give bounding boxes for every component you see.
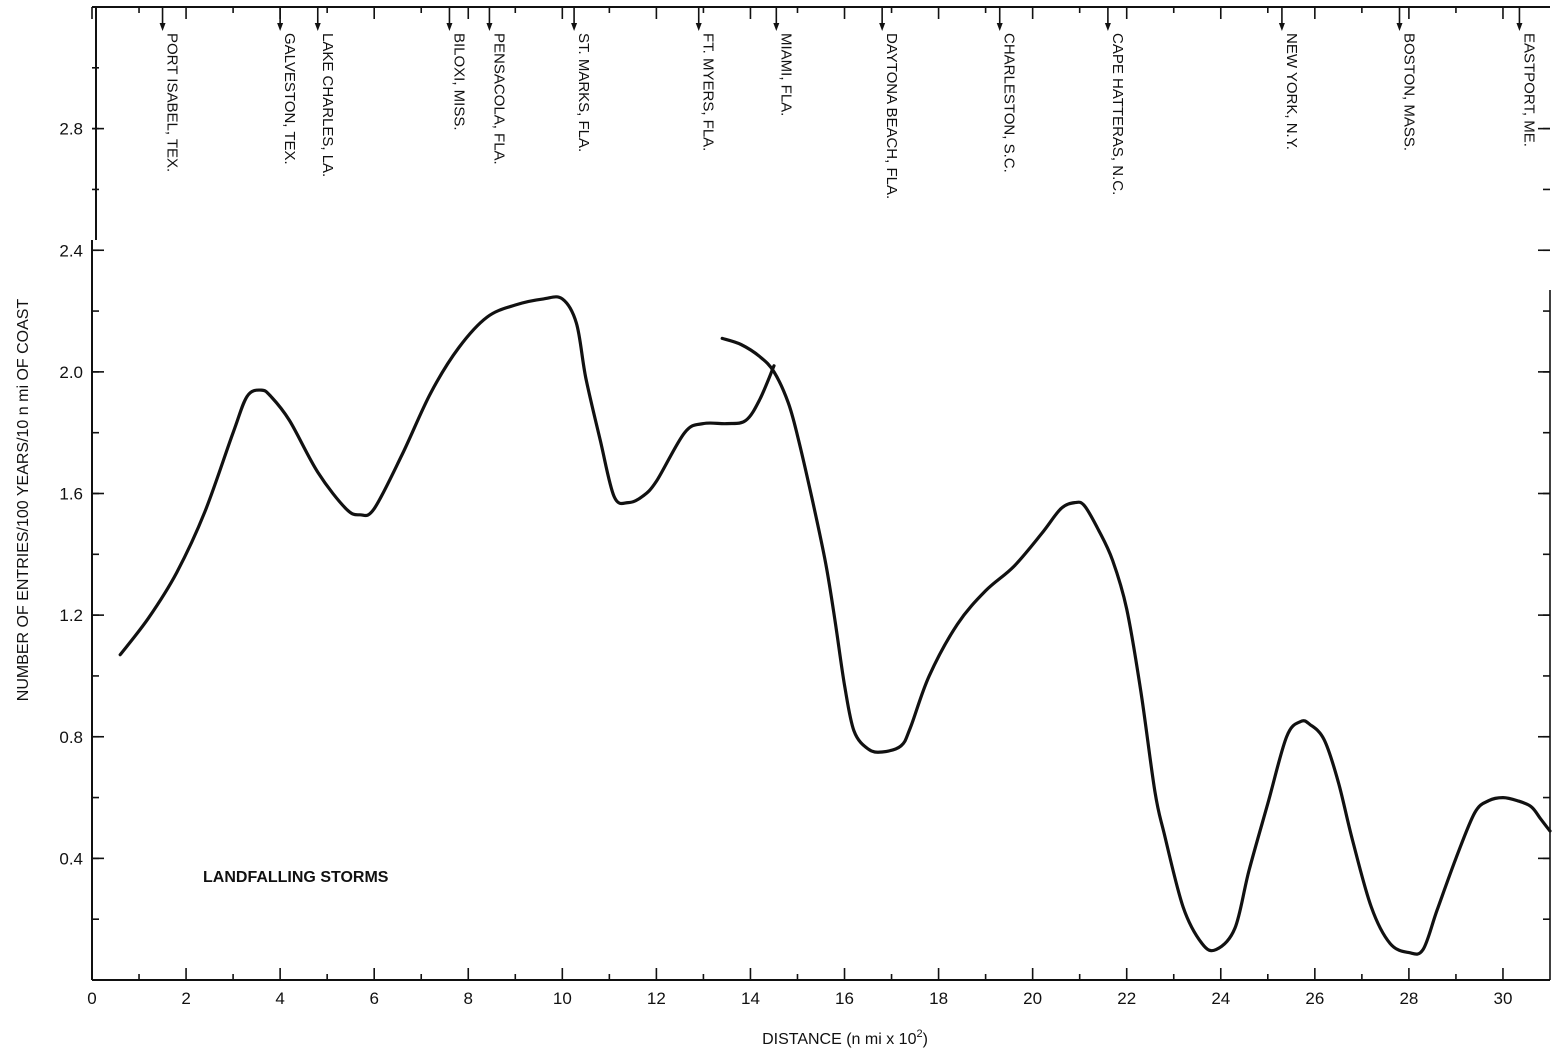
location-arrow-icon [159,23,166,31]
x-tick-label: 30 [1494,989,1513,1008]
x-tick-label: 20 [1023,989,1042,1008]
location-label: CHARLESTON, S.C. [1001,33,1018,173]
location-arrow-icon [277,23,284,31]
y-axis-label: NUMBER OF ENTRIES/100 YEARS/10 n mi OF C… [15,299,32,702]
chart-frame [91,6,1551,981]
location-arrow-icon [571,23,578,31]
x-tick-label: 16 [835,989,854,1008]
location-label: PENSACOLA, FLA. [490,33,507,165]
x-tick-label: 18 [929,989,948,1008]
x-tick-label: 24 [1211,989,1230,1008]
y-tick-label: 0.4 [59,849,83,868]
y-tick-label: 2.4 [59,241,83,260]
y-tick-label: 1.2 [59,606,83,625]
location-label: FT. MYERS, FLA. [700,33,717,151]
location-arrow-icon [486,23,493,31]
location-markers: PORT ISABEL, TEX. GALVESTON, TEX. LAKE CHA… [159,7,1537,199]
x-tick-label: 28 [1399,989,1418,1008]
location-arrow-icon [314,23,321,31]
landfalling-storms-annotation: LANDFALLING STORMS [203,869,389,886]
x-tick-label: 6 [369,989,378,1008]
x-tick-label: 8 [464,989,473,1008]
location-label: CAPE HATTERAS, N.C. [1109,33,1126,195]
location-arrow-icon [773,23,780,31]
location-arrow-icon [1278,23,1285,31]
location-label: NEW YORK, N.Y. [1283,33,1300,150]
y-tick-label: 1.6 [59,485,83,504]
location-label: LAKE CHARLES, LA. [319,33,336,177]
x-axis-label: DISTANCE (n mi x 102) [762,1028,928,1048]
location-arrow-icon [1516,23,1523,31]
x-tick-label: 10 [553,989,572,1008]
location-label: GALVESTON, TEX. [281,33,298,165]
x-tick-label: 12 [647,989,666,1008]
y-tick-label: 2.0 [59,363,83,382]
x-tick-label: 26 [1305,989,1324,1008]
x-tick-label: 2 [181,989,190,1008]
y-axis: 0.4 0.8 1.2 1.6 2.0 2.4 2.8 [59,67,1550,920]
location-label: MIAMI, FLA. [777,33,794,116]
y-tick-label: 2.8 [59,120,83,139]
location-label: BOSTON, MASS. [1400,33,1417,151]
x-tick-label: 22 [1117,989,1136,1008]
location-arrow-icon [695,23,702,31]
x-tick-label: 14 [741,989,760,1008]
location-label: PORT ISABEL, TEX. [164,33,181,172]
x-tick-label: 4 [275,989,284,1008]
y-tick-label: 0.8 [59,728,83,747]
x-tick-label: 0 [87,989,96,1008]
series-lines [118,295,1552,956]
location-arrow-icon [1104,23,1111,31]
x-axis: 0 2 4 6 8 10 12 14 16 18 20 22 24 26 28 30 [87,7,1512,1008]
location-arrow-icon [996,23,1003,31]
location-label: BILOXI, MISS. [450,33,467,131]
location-arrow-icon [446,23,453,31]
location-arrow-icon [879,23,886,31]
series-line-1 [118,295,776,657]
location-arrow-icon [1396,23,1403,31]
location-label: EASTPORT, ME. [1520,33,1537,147]
series-line-2 [720,336,1552,956]
location-label: DAYTONA BEACH, FLA. [883,33,900,199]
location-label: ST. MARKS, FLA. [575,33,592,152]
